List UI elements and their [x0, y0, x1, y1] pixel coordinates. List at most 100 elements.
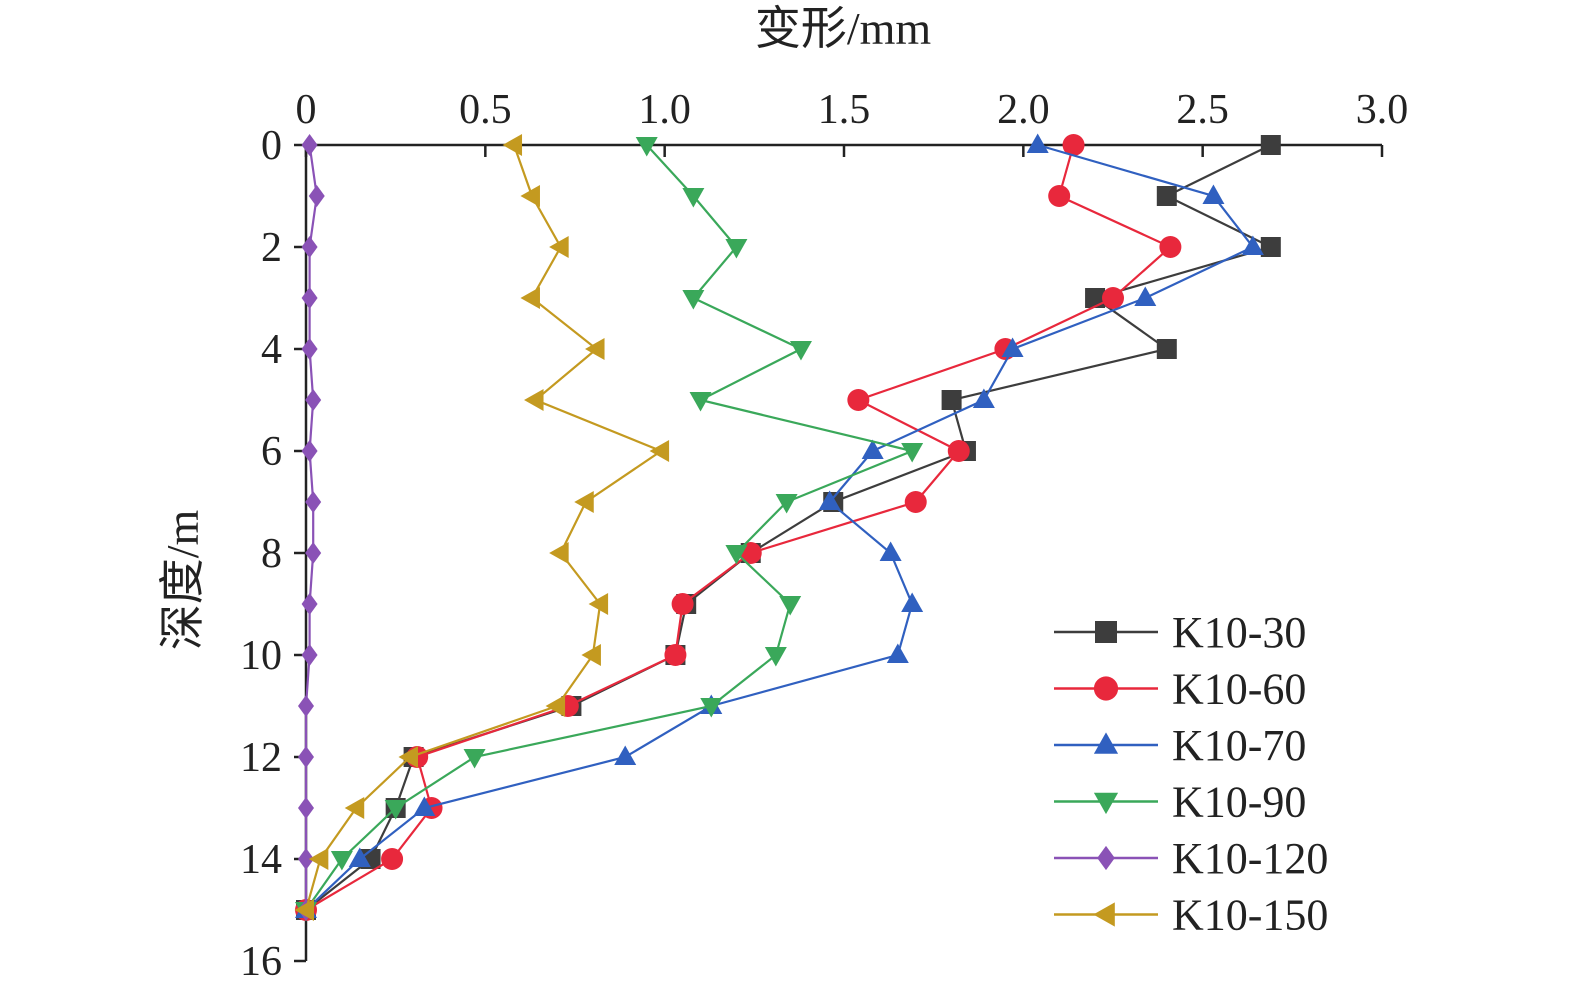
data-point — [588, 593, 609, 615]
data-point — [1156, 186, 1177, 206]
data-point — [725, 239, 748, 259]
data-point — [549, 542, 569, 564]
legend-item: K10-70 — [1054, 721, 1306, 770]
y-tick-label: 6 — [261, 429, 282, 475]
data-point — [635, 137, 658, 157]
data-point — [1001, 337, 1024, 357]
data-point — [545, 695, 566, 717]
x-tick-label: 1.5 — [818, 87, 871, 133]
axes: 0 0.5 1.0 1.5 2.0 2.5 3.0 0 2 4 6 8 10 12 14 16 — [240, 87, 1408, 985]
data-point — [1241, 235, 1264, 255]
data-point — [1202, 184, 1225, 204]
data-point — [700, 698, 723, 718]
data-point — [413, 796, 436, 816]
legend-label: K10-60 — [1172, 665, 1306, 714]
data-point — [725, 545, 748, 565]
data-point — [682, 290, 705, 310]
data-point — [1095, 621, 1117, 643]
legend-label: K10-70 — [1172, 721, 1306, 770]
data-point — [581, 644, 601, 666]
data-point — [308, 185, 325, 207]
data-point — [1260, 237, 1281, 257]
data-point — [901, 592, 924, 612]
data-point — [1102, 287, 1124, 309]
data-point — [779, 596, 802, 616]
data-point — [330, 851, 353, 871]
series-layer — [294, 133, 1281, 922]
data-point — [520, 185, 540, 207]
y-tick-label: 10 — [240, 633, 282, 679]
data-point — [886, 643, 909, 663]
y-tick-label: 4 — [261, 327, 282, 373]
data-point — [301, 644, 318, 666]
data-point — [574, 491, 594, 513]
y-tick-label: 14 — [240, 837, 282, 883]
x-tick-label: 3.0 — [1356, 87, 1409, 133]
data-point — [775, 494, 798, 514]
data-point — [1048, 185, 1071, 207]
legend-label: K10-90 — [1172, 778, 1306, 827]
data-point — [301, 287, 318, 309]
data-point — [972, 388, 995, 408]
series-line — [304, 144, 664, 911]
data-point — [847, 389, 870, 411]
data-point — [1026, 133, 1049, 153]
data-point — [1097, 845, 1115, 871]
data-point — [1093, 792, 1119, 815]
data-point — [520, 287, 540, 309]
y-axis-title: 深度/m — [157, 510, 208, 651]
data-point — [614, 745, 637, 765]
x-tick-label: 1.0 — [638, 87, 691, 133]
x-tick-label: 0 — [296, 87, 317, 133]
legend-item: K10-60 — [1054, 665, 1306, 714]
data-point — [941, 390, 962, 410]
data-point — [671, 593, 694, 615]
data-point — [344, 797, 365, 819]
data-point — [818, 490, 841, 510]
x-tick-label: 0.5 — [459, 87, 512, 133]
y-tick-label: 0 — [261, 123, 282, 169]
data-point — [305, 542, 322, 564]
data-point — [764, 647, 787, 667]
y-tick-label: 8 — [261, 531, 282, 577]
data-point — [947, 440, 970, 462]
data-point — [298, 695, 314, 717]
data-point — [549, 236, 569, 258]
data-point — [298, 848, 314, 870]
data-point — [689, 392, 712, 412]
data-point — [901, 443, 924, 463]
data-point — [789, 341, 812, 361]
series-line — [305, 144, 1274, 911]
data-point — [1093, 676, 1119, 701]
series-K10-150 — [294, 134, 670, 921]
x-tick-label: 2.0 — [997, 87, 1050, 133]
data-point — [301, 134, 318, 156]
data-point — [1093, 732, 1119, 754]
data-point — [649, 440, 670, 462]
data-point — [879, 541, 902, 561]
data-point — [1156, 339, 1177, 359]
legend-label: K10-30 — [1172, 608, 1306, 657]
legend-item: K10-120 — [1054, 834, 1328, 883]
data-point — [301, 593, 318, 615]
x-tick-label: 2.5 — [1176, 87, 1229, 133]
legend-item: K10-30 — [1054, 608, 1306, 657]
legend-label: K10-150 — [1172, 891, 1328, 940]
legend: K10-30 K10-60 K10-70 K10-90 K10-120 K10-150 — [1054, 608, 1328, 940]
data-point — [1134, 286, 1157, 306]
data-point — [904, 491, 927, 513]
series-K10-90 — [295, 137, 924, 922]
series-line — [305, 144, 916, 911]
data-point — [301, 236, 318, 258]
series-line — [305, 143, 1255, 911]
series-line — [305, 144, 1173, 911]
data-point — [1093, 902, 1115, 927]
series-K10-120 — [298, 134, 325, 921]
data-point — [524, 389, 544, 411]
data-point — [348, 847, 371, 867]
data-point — [502, 134, 523, 156]
data-point — [298, 797, 314, 819]
series-line — [304, 144, 318, 910]
y-tick-label: 16 — [240, 939, 282, 985]
